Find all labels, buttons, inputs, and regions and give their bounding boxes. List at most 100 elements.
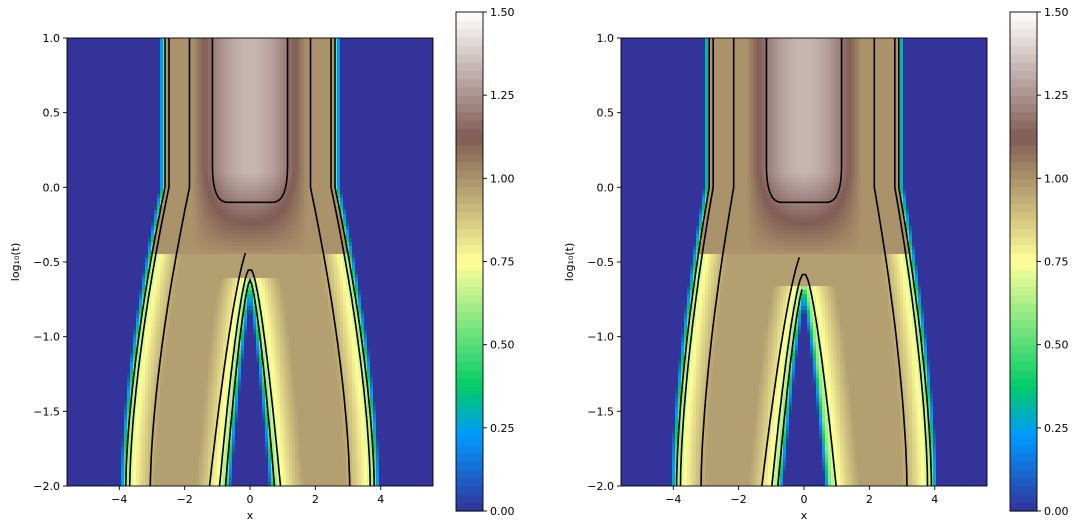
colorbar-tick-label: 1.50 [1044, 6, 1069, 19]
colorbar-band [456, 469, 483, 479]
colorbar-band [456, 194, 483, 204]
colorbar-band [456, 61, 483, 71]
colorbar-band [1010, 486, 1037, 495]
colorbar-band [1010, 178, 1037, 188]
colorbar-band [1010, 111, 1037, 121]
colorbar-tick-label: 0.75 [1044, 256, 1069, 269]
colorbar-tick-label: 1.00 [1044, 172, 1069, 185]
y-axis-label: log₁₀(t) [9, 243, 22, 281]
colorbar-band [1010, 286, 1037, 296]
x-tick-label: −4 [111, 493, 127, 506]
x-axis-label: x [247, 509, 254, 522]
colorbar-band [1010, 53, 1037, 63]
colorbar-band [456, 128, 483, 138]
colorbar-band [1010, 278, 1037, 288]
y-tick-label: −0.5 [587, 256, 614, 269]
colorbar-tick-label: 1.25 [1044, 89, 1069, 102]
colorbar-band [456, 386, 483, 396]
colorbar-band [456, 369, 483, 379]
y-axis-label: log₁₀(t) [563, 243, 576, 281]
contour-outer-left-1 [679, 38, 714, 486]
colorbar-band [456, 120, 483, 130]
colorbar-band [456, 203, 483, 213]
colorbar-band [1010, 20, 1037, 30]
colorbar-band [1010, 194, 1037, 204]
colorbar-band [1010, 469, 1037, 479]
y-tick-label: 1.0 [597, 32, 615, 45]
contour-outer-right-0 [334, 38, 375, 486]
x-tick-label: 4 [377, 493, 384, 506]
colorbar-band [1010, 461, 1037, 471]
x-tick-label: 2 [866, 493, 873, 506]
y-tick-label: 0.5 [43, 107, 61, 120]
colorbar-band [456, 136, 483, 146]
colorbar-band [456, 444, 483, 454]
colorbar-band [456, 153, 483, 163]
colorbar-band [456, 502, 483, 512]
contour-outer-right-2 [873, 38, 908, 486]
colorbar-band [1010, 28, 1037, 38]
colorbar-band [1010, 311, 1037, 321]
colorbar-band [1010, 411, 1037, 421]
colorbar-band [456, 170, 483, 179]
colorbar-tick-label: 0.25 [490, 422, 515, 435]
colorbar-band [1010, 502, 1037, 512]
colorbar-band [1010, 78, 1037, 88]
colorbar-band [456, 328, 483, 337]
contour-inner-1 [771, 273, 837, 486]
colorbar-band [1010, 170, 1037, 179]
heatmap-field [621, 38, 987, 486]
x-tick-label: 0 [801, 493, 808, 506]
contour-outer-right-1 [894, 38, 929, 486]
colorbar-band [456, 269, 483, 279]
colorbar-band [1010, 228, 1037, 238]
colorbar-band [1010, 211, 1037, 221]
colorbar-tick-label: 0.50 [1044, 339, 1069, 352]
colorbar-band [456, 319, 483, 329]
contour-outer-right-2 [309, 38, 351, 486]
x-tick-label: 4 [931, 493, 938, 506]
colorbar-tick-label: 0.75 [490, 256, 515, 269]
colorbar-band [456, 411, 483, 421]
contour-plateau [765, 38, 843, 204]
colorbar-tick-label: 1.25 [490, 89, 515, 102]
colorbar-band [1010, 86, 1037, 96]
colorbar-band [1010, 269, 1037, 279]
colorbar-band [1010, 452, 1037, 462]
colorbar-band [456, 361, 483, 371]
contour-lines [125, 38, 375, 486]
colorbar-band [456, 186, 483, 196]
y-tick-label: −1.0 [33, 331, 60, 344]
colorbar-band [456, 219, 483, 229]
colorbar-band [1010, 70, 1037, 80]
colorbar-tick-label: 0.50 [490, 339, 515, 352]
colorbar-band [456, 336, 483, 346]
colorbar-band [456, 70, 483, 80]
colorbar-band [456, 228, 483, 238]
colorbar: 1.50 1.25 1.00 0.75 0.50 0.25 0.00 [1009, 6, 1069, 518]
contour-inner-2 [761, 257, 801, 486]
colorbar-band [456, 12, 483, 21]
x-tick-label: −2 [177, 493, 193, 506]
colorbar-band [1010, 369, 1037, 379]
y-tick-label: −0.5 [33, 256, 60, 269]
colorbar-band [456, 45, 483, 55]
colorbar-band [456, 311, 483, 321]
colorbar-band [1010, 377, 1037, 387]
colorbar-tick-label: 0.00 [490, 505, 515, 518]
colorbar-band [456, 477, 483, 487]
colorbar-band [1010, 36, 1037, 46]
colorbar-band [456, 178, 483, 188]
colorbar-band [1010, 145, 1037, 154]
colorbar-band [456, 20, 483, 30]
colorbar-band [456, 494, 483, 504]
colorbar-band [456, 95, 483, 105]
colorbar-band [456, 461, 483, 471]
colorbar-band [1010, 236, 1037, 246]
y-tick-label: 0.0 [43, 181, 61, 194]
colorbar-band [1010, 253, 1037, 263]
contour-plateau [211, 38, 289, 204]
colorbar-band [1010, 436, 1037, 446]
contour-outer-left-2 [149, 38, 191, 486]
